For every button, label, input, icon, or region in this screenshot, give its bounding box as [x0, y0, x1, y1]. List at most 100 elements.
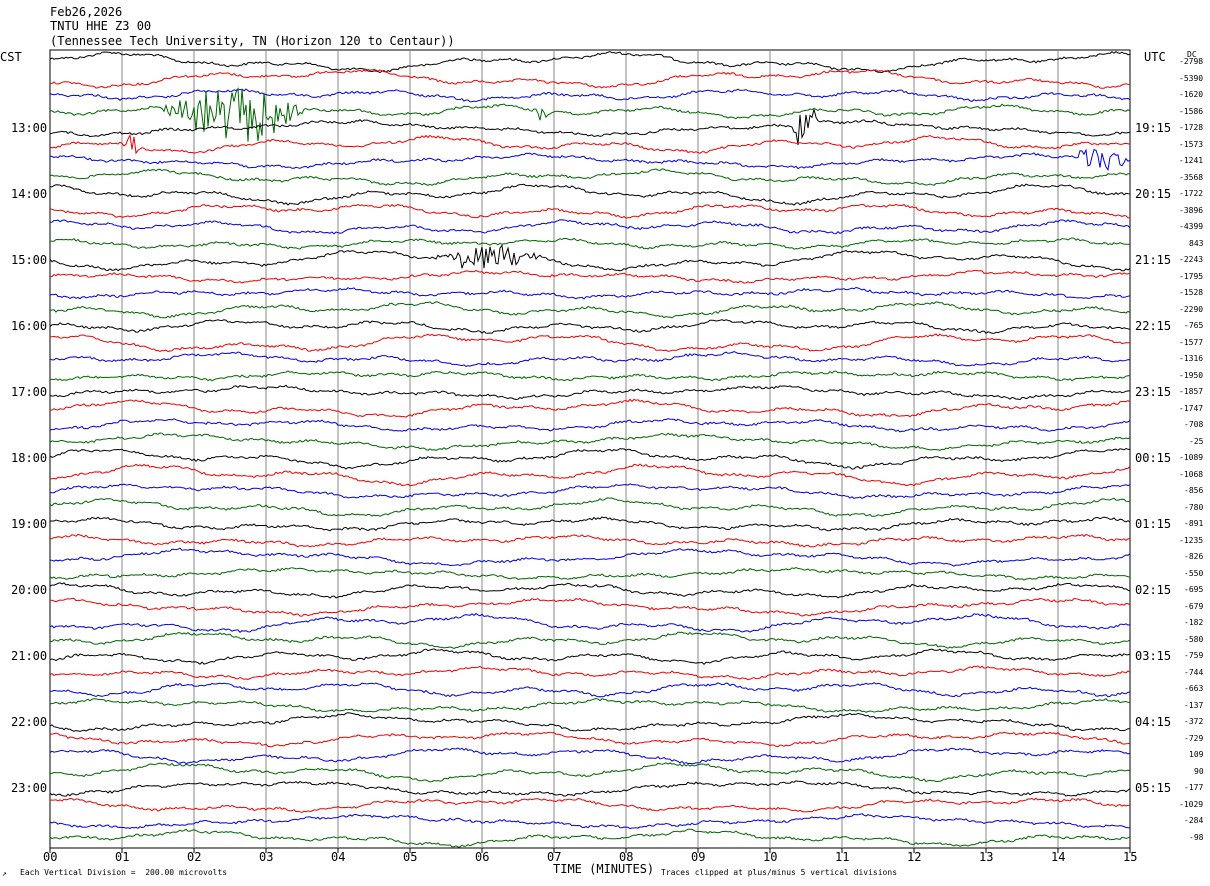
dc-offset-label: -2290	[1179, 304, 1204, 314]
dc-offset-label: -1235	[1179, 535, 1204, 545]
x-tick-label: 02	[187, 850, 202, 864]
x-tick-label: 01	[115, 850, 130, 864]
chart-date: Feb26,2026	[50, 5, 123, 19]
cst-hour-label: 16:00	[11, 319, 48, 334]
utc-hour-label: 19:15	[1135, 121, 1172, 136]
dc-offset-label: -1068	[1179, 469, 1204, 479]
dc-offset-label: -3896	[1179, 205, 1204, 215]
dc-offset-label: -780	[1184, 502, 1204, 512]
x-tick-label: 06	[475, 850, 490, 864]
trace-6	[49, 148, 1131, 171]
trace-0	[49, 50, 1131, 74]
trace-24	[49, 447, 1131, 470]
dc-offset-label: -891	[1184, 519, 1204, 529]
right-zone-label: UTC	[1144, 50, 1166, 64]
trace-12	[49, 244, 1131, 272]
trace-5	[49, 133, 1131, 155]
dc-offset-label: -1722	[1179, 189, 1204, 199]
trace-19	[50, 370, 1131, 382]
trace-13	[49, 269, 1131, 284]
trace-30	[49, 547, 1131, 567]
x-tick-label: 08	[619, 850, 634, 864]
trace-36	[49, 648, 1131, 665]
clip-note: Traces clipped at plus/minus 5 vertical …	[661, 868, 898, 877]
trace-20	[49, 384, 1131, 401]
chart-station: TNTU HHE Z3 00	[50, 19, 152, 33]
dc-offset-label: -1577	[1179, 337, 1204, 347]
trace-27	[49, 497, 1131, 517]
trace-1	[49, 68, 1131, 89]
x-tick-label: 03	[259, 850, 274, 864]
dc-offset-label: -2243	[1179, 255, 1204, 265]
utc-hour-label: 20:15	[1135, 187, 1172, 202]
dc-offset-label: -729	[1184, 733, 1204, 743]
x-tick-label: 10	[763, 850, 778, 864]
dc-offset-label: -3568	[1179, 172, 1204, 182]
utc-hour-label: 22:15	[1135, 319, 1172, 334]
dc-offset-label: -1241	[1179, 156, 1204, 166]
trace-3	[49, 86, 1131, 142]
dc-offset-label: -744	[1184, 667, 1204, 677]
trace-17	[49, 333, 1131, 353]
plot-frame	[49, 49, 1131, 849]
cst-hour-label: 15:00	[11, 253, 48, 268]
utc-hour-label: 01:15	[1135, 517, 1172, 532]
trace-37	[49, 665, 1131, 681]
utc-hour-label: 02:15	[1135, 583, 1172, 598]
trace-21	[49, 398, 1131, 418]
dc-offset-label: -708	[1184, 420, 1204, 430]
cst-hour-label: 21:00	[11, 649, 48, 664]
trace-16	[49, 319, 1131, 334]
dc-offset-label: -1620	[1179, 90, 1204, 100]
dc-offset-label: -1316	[1179, 354, 1204, 364]
dc-offset-label: -1586	[1179, 106, 1204, 116]
dc-offset-label: -2798	[1179, 57, 1204, 66]
trace-11	[49, 237, 1131, 250]
footer-mark: ↗	[2, 869, 7, 878]
x-tick-label: 14	[1051, 850, 1066, 864]
left-zone-label: CST	[0, 50, 22, 64]
cst-hour-label: 22:00	[11, 715, 48, 730]
trace-46	[49, 813, 1131, 830]
trace-26	[49, 483, 1131, 499]
x-tick-label: 04	[331, 850, 346, 864]
x-tick-label: 05	[403, 850, 418, 864]
trace-47	[49, 828, 1131, 848]
dc-offset-label: -663	[1184, 684, 1204, 694]
dc-offset-label: -1573	[1179, 139, 1204, 149]
utc-hour-label: 21:15	[1135, 253, 1172, 268]
dc-offset-label: 843	[1189, 238, 1204, 248]
dc-offset-label: -25	[1189, 436, 1204, 446]
dc-offset-label: -284	[1184, 816, 1204, 826]
cst-hour-label: 14:00	[11, 187, 48, 202]
trace-39	[50, 697, 1131, 713]
dc-offset-label: -1728	[1179, 123, 1204, 133]
utc-hour-label: 00:15	[1135, 451, 1172, 466]
x-tick-label: 15	[1123, 850, 1138, 864]
dc-offset-label: -1089	[1179, 453, 1204, 463]
x-tick-label: 11	[835, 850, 850, 864]
trace-31	[49, 566, 1131, 581]
cst-hour-label: 17:00	[11, 385, 48, 400]
dc-offset-label: -1795	[1179, 271, 1204, 281]
trace-40	[49, 712, 1130, 733]
trace-25	[50, 463, 1131, 487]
utc-hour-label: 04:15	[1135, 715, 1172, 730]
trace-22	[49, 418, 1131, 433]
dc-offset-label: -765	[1184, 321, 1204, 331]
dc-offset-label: -182	[1184, 618, 1204, 628]
trace-29	[49, 533, 1131, 548]
dc-offset-label: -695	[1184, 585, 1204, 595]
trace-2	[49, 88, 1131, 103]
dc-offset-label: -759	[1184, 651, 1204, 661]
x-tick-label: 09	[691, 850, 706, 864]
dc-offset-label: -1747	[1179, 403, 1204, 413]
x-tick-label: 07	[547, 850, 562, 864]
cst-hour-label: 19:00	[11, 517, 48, 532]
dc-offset-label: -679	[1184, 601, 1204, 611]
trace-4	[49, 109, 1131, 146]
trace-14	[49, 286, 1131, 300]
trace-32	[49, 582, 1131, 599]
chart-location: (Tennessee Tech University, TN (Horizon …	[50, 34, 455, 48]
dc-offset-label: -5390	[1179, 73, 1204, 83]
